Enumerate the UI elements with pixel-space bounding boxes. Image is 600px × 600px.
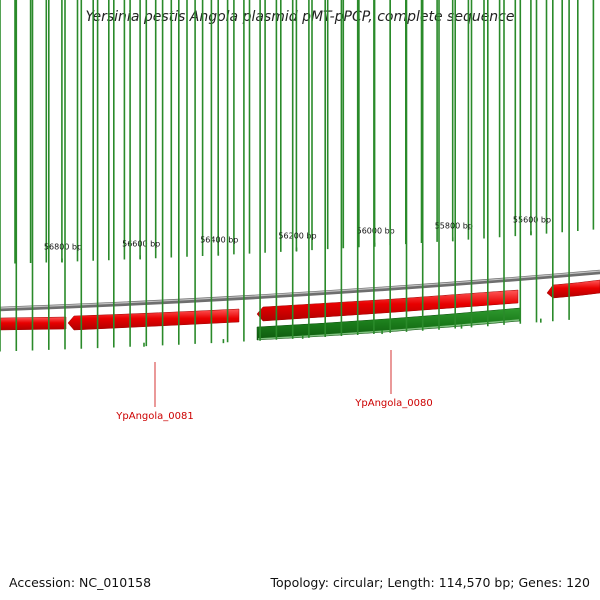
gene-arrows [0, 279, 600, 341]
scale-tick-label: 56000 bp [357, 227, 395, 236]
scale-tick-label: 55800 bp [435, 221, 473, 230]
gene-arrow-forward-shadow [257, 319, 520, 340]
inner-scale-ticks [0, 0, 570, 352]
gene-arrow-reverse-next[interactable] [546, 279, 600, 299]
scale-tick-label: 55600 bp [513, 215, 551, 224]
scale-tick-label: 56800 bp [44, 243, 82, 252]
accession-footer: Accession: NC_010158 [9, 575, 152, 590]
plasmid-backbone [0, 269, 600, 312]
gene-label-ypangola-0080[interactable]: YpAngola_0080 [354, 398, 432, 409]
gene-label-leaders [154, 350, 392, 407]
gene-arrow-ypangola-0081[interactable] [67, 308, 240, 331]
gene-arrow-ypangola-0080[interactable] [256, 289, 519, 322]
outer-scale-ticks [14, 0, 595, 264]
scale-tick-label: 56400 bp [200, 236, 238, 245]
summary-footer: Topology: circular; Length: 114,570 bp; … [270, 575, 591, 590]
scale-tick-labels: 56800 bp 56600 bp 56400 bp 56200 bp 56000 bp… [44, 215, 551, 251]
gene-label-ypangola-0081[interactable]: YpAngola_0081 [115, 411, 193, 422]
scale-tick-label: 56600 bp [122, 239, 160, 248]
scale-tick-label: 56200 bp [278, 232, 316, 241]
plasmid-backbone-highlight [0, 270, 600, 309]
